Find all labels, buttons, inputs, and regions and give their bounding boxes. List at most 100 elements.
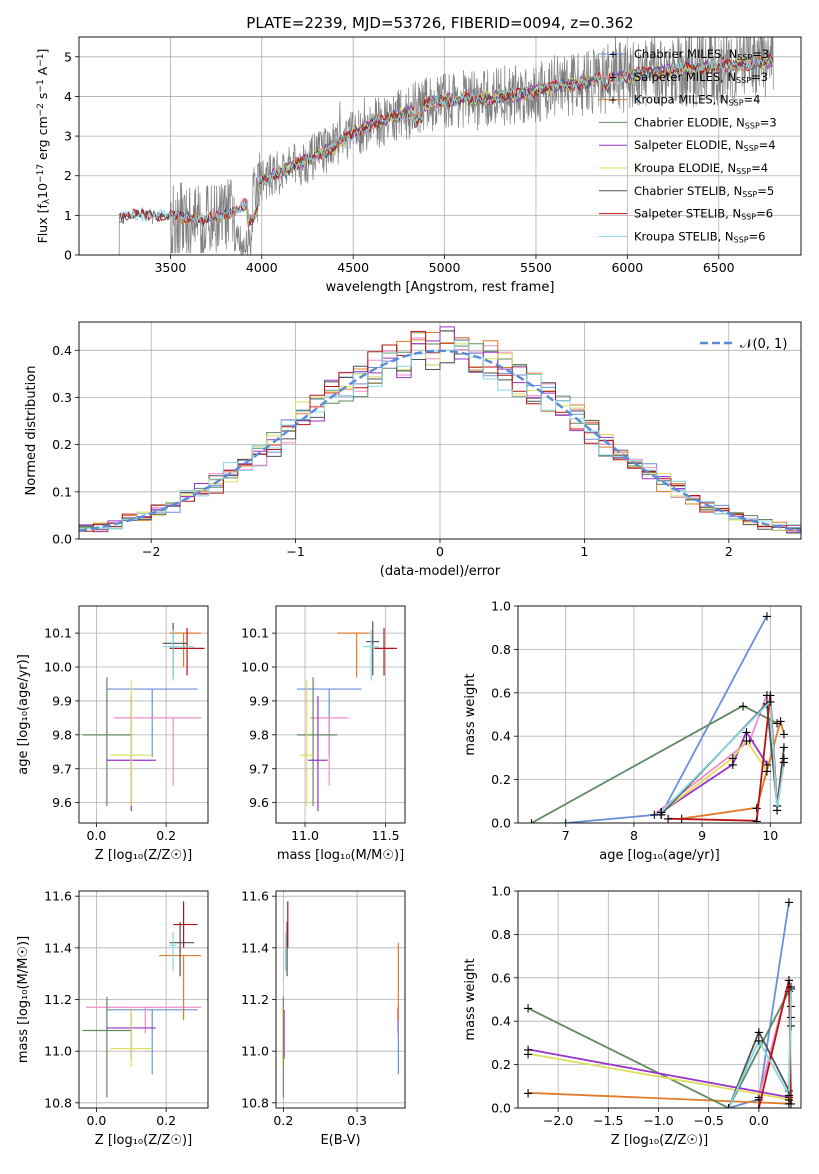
errorbar-kroupa_elodie — [110, 680, 153, 807]
weight-marker-salpeter_miles: + — [761, 688, 772, 703]
plot-area — [82, 901, 202, 1098]
legend-marker: + — [608, 48, 617, 61]
errorbar-chabrier_elodie — [82, 677, 132, 807]
x-tick-label: 10 — [762, 828, 778, 843]
plot-area — [282, 901, 399, 1098]
errorbar-kroupa_miles — [169, 632, 202, 668]
y-tick-label: 9.9 — [249, 693, 269, 708]
panel-mass_vs_Z: 0.0 0.2 10.8 11.0 11.2 11.4 11.6 Z [log₁₀(Z/Z☉)… — [16, 889, 209, 1148]
x-axis-label: age [log₁₀(age/yr)] — [599, 848, 720, 863]
legend-label-chabrier_stelib: Chabrier STELIB, NSSP=5 — [634, 184, 774, 199]
weight-marker-salpeter_elodie: + — [761, 758, 772, 773]
weight-marker-kroupa_stelib: + — [656, 806, 667, 821]
y-tick-label: 11.0 — [44, 1044, 72, 1059]
x-tick-label: 8 — [630, 828, 638, 843]
weight-marker-kroupa_miles: + — [751, 801, 762, 816]
x-tick-label: −2 — [142, 544, 160, 559]
errorbar-salpeter_miles — [309, 717, 349, 786]
legend-label-salpeter_miles: Salpeter MILES, NSSP=3 — [634, 70, 768, 85]
y-tick-label: 11.4 — [241, 940, 269, 955]
weight-marker-salpeter_stelib: + — [786, 1097, 797, 1112]
x-tick-label: 1 — [580, 544, 588, 559]
weight-marker-chabrier_elodie: + — [526, 817, 537, 832]
axes-frame — [517, 605, 802, 824]
weight-marker-chabrier_miles: + — [656, 808, 667, 823]
x-axis-label: (data-model)/error — [380, 564, 501, 579]
errorbar-kroupa_elodie — [110, 1007, 153, 1067]
y-tick-label: 3 — [64, 129, 72, 144]
weight-marker-chabrier_miles: + — [723, 1102, 734, 1117]
x-tick-label: 0.2 — [156, 1113, 176, 1128]
x-axis-label: wavelength [Angstrom, rest frame] — [326, 280, 555, 295]
weight-marker-kroupa_miles: + — [775, 715, 786, 730]
y-tick-label: 10.1 — [44, 626, 72, 641]
weight-line-chabrier_elodie — [531, 704, 778, 823]
y-tick-label: 0.4 — [52, 343, 72, 358]
legend: + Chabrier MILES, NSSP=3 + Salpeter MILES, … — [599, 47, 777, 245]
y-tick-label: 9.8 — [249, 727, 269, 742]
x-tick-label: 2 — [725, 544, 733, 559]
x-tick-label: 5500 — [520, 260, 552, 275]
weight-marker-chabrier_miles: + — [560, 817, 571, 832]
x-axis-label: Z [log₁₀(Z/Z☉)] — [611, 1133, 708, 1148]
x-tick-label: −0.5 — [693, 1113, 723, 1128]
weight-marker-salpeter_stelib: + — [753, 1102, 764, 1117]
axes-frame — [517, 890, 802, 1109]
x-tick-label: 9 — [698, 828, 706, 843]
plot-area — [79, 326, 801, 537]
weight-marker-kroupa_elodie: + — [727, 751, 738, 766]
y-tick-label: 9.7 — [249, 761, 269, 776]
errorbar-salpeter_stelib — [173, 901, 198, 948]
y-tick-label: 0.6 — [491, 970, 511, 985]
x-tick-label: 4500 — [337, 260, 369, 275]
grid — [276, 891, 405, 1108]
x-tick-label: 6000 — [611, 260, 643, 275]
x-tick-label: 7 — [562, 828, 570, 843]
x-tick-label: 0.0 — [749, 1113, 769, 1128]
axes-frame — [78, 321, 802, 540]
weight-marker-chabrier_miles: + — [761, 609, 772, 624]
weight-marker-salpeter_stelib: + — [765, 688, 776, 703]
y-tick-label: 10.8 — [241, 1095, 269, 1110]
panel-mass_vs_ebv: 0.2 0.3 10.8 11.0 11.2 11.4 11.6 E(B-V) — [241, 889, 406, 1148]
weight-marker-kroupa_elodie: + — [741, 734, 752, 749]
y-axis-label: mass weight — [463, 673, 478, 755]
weight-line-kroupa_stelib — [660, 699, 785, 813]
y-axis-label: mass [log₁₀(M/M☉)] — [16, 936, 31, 1063]
panel-weight_vs_age: ++++++++++++++++++++++++++++++++++7 8 9 10 0… — [463, 599, 802, 863]
errorbar-chabrier_elodie — [296, 677, 338, 807]
weight-marker-kroupa_stelib: + — [723, 1102, 734, 1117]
weight-marker-chabrier_stelib: + — [656, 808, 667, 823]
axes-frame — [78, 890, 209, 1109]
weight-marker-chabrier_stelib: + — [778, 741, 789, 756]
y-tick-label: 11.2 — [241, 992, 269, 1007]
y-tick-label: 9.8 — [52, 727, 72, 742]
x-tick-label: 11.0 — [291, 828, 319, 843]
errorbar-salpeter_miles — [113, 717, 202, 786]
y-tick-label: 0.0 — [52, 532, 72, 547]
errorbar-chabrier_miles — [106, 1009, 198, 1075]
errorbar-salpeter_stelib — [374, 628, 397, 676]
weight-marker-kroupa_miles: + — [778, 728, 789, 743]
weight-marker-chabrier_miles: + — [784, 895, 795, 910]
legend-label-chabrier_miles: Chabrier MILES, NSSP=3 — [634, 47, 769, 62]
legend-label-kroupa_stelib: Kroupa STELIB, NSSP=6 — [634, 229, 765, 244]
errorbar-salpeter_stelib — [169, 628, 205, 676]
y-axis-label: mass weight — [463, 958, 478, 1040]
y-tick-label: 9.6 — [249, 795, 269, 810]
y-tick-label: 9.9 — [52, 693, 72, 708]
legend-label-kroupa_elodie: Kroupa ELODIE, NSSP=4 — [634, 161, 768, 176]
normal-curve — [79, 349, 801, 532]
x-tick-label: 11.5 — [372, 828, 400, 843]
weight-marker-salpeter_stelib: + — [784, 973, 795, 988]
x-tick-label: 3500 — [154, 260, 186, 275]
y-tick-label: 2 — [64, 168, 72, 183]
y-tick-label: 11.2 — [44, 992, 72, 1007]
y-tick-label: 0.4 — [491, 1014, 511, 1029]
y-tick-label: 0.0 — [491, 816, 511, 831]
weight-marker-chabrier_elodie: + — [772, 717, 783, 732]
errorbar-kroupa_stelib — [162, 629, 195, 681]
y-tick-label: 0.8 — [491, 927, 511, 942]
weight-marker-salpeter_elodie: + — [523, 1043, 534, 1058]
